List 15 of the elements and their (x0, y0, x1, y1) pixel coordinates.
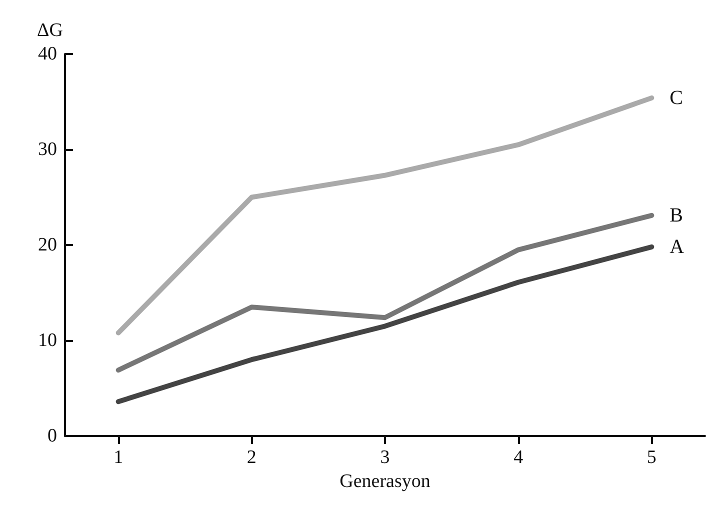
y-tick-label: 30 (38, 139, 57, 160)
series-label: C (670, 86, 684, 109)
x-tick-label: 5 (646, 447, 656, 468)
x-tick-label: 3 (380, 447, 390, 468)
x-tick-label: 4 (514, 447, 524, 468)
y-tick-label: 0 (48, 426, 57, 446)
y-tick-label: 40 (38, 44, 57, 64)
series-label: B (670, 204, 684, 226)
x-tick-label: 2 (246, 447, 256, 468)
y-tick-label: 20 (38, 234, 57, 256)
x-axis-title: Generasyon (340, 470, 431, 492)
y-tick-label: 10 (38, 330, 57, 351)
series-label: A (670, 236, 685, 258)
y-axis-title: ΔG (37, 20, 64, 41)
x-tick-label: 1 (114, 447, 124, 468)
